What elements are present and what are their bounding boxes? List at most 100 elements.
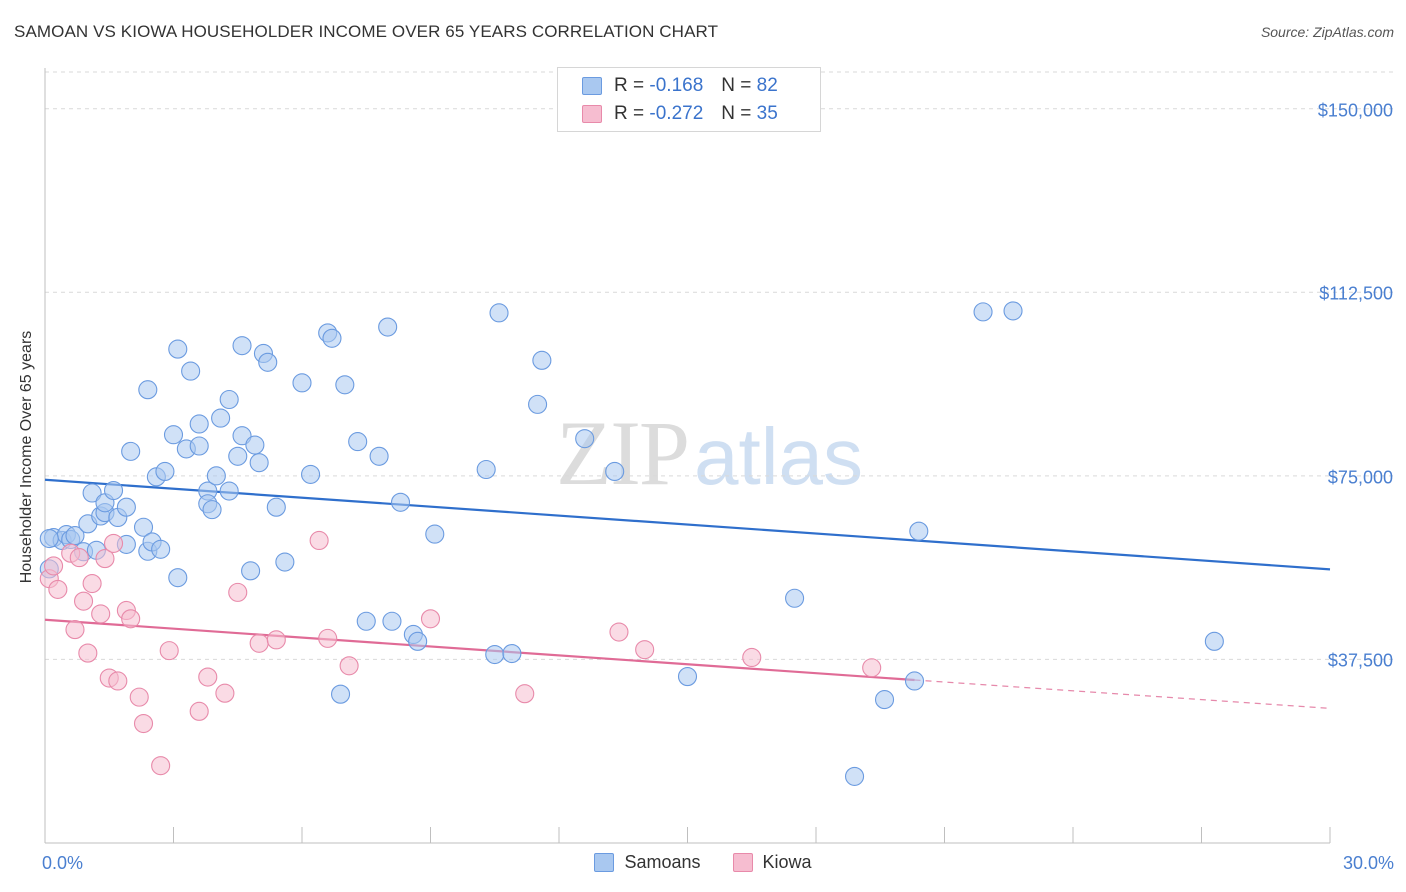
point-samoans (532, 350, 552, 370)
point-samoans (382, 611, 402, 631)
n-value: 35 (756, 103, 778, 124)
legend-row-kiowa: R = -0.272 N = 35 (582, 101, 778, 127)
point-samoans (65, 526, 85, 546)
point-kiowa (249, 633, 269, 653)
point-samoans (206, 466, 226, 486)
point-samoans (904, 671, 925, 691)
point-samoans (322, 328, 342, 348)
point-kiowa (103, 533, 124, 553)
point-samoans (241, 561, 261, 581)
y-tick-label: $75,000 (1327, 467, 1393, 488)
source-label: Source: ZipAtlas.com (1260, 24, 1394, 40)
point-samoans (168, 339, 188, 359)
point-samoans (249, 453, 269, 473)
point-kiowa (189, 701, 209, 721)
x-tick-label-min: 0.0% (42, 853, 84, 873)
point-samoans (163, 425, 184, 445)
legend-item-kiowa[interactable]: Kiowa (732, 852, 812, 873)
point-kiowa (121, 609, 141, 629)
point-samoans (151, 539, 171, 559)
point-samoans (292, 373, 312, 393)
point-samoans (232, 426, 252, 446)
point-samoans (245, 435, 265, 455)
point-samoans (330, 684, 351, 704)
point-samoans (232, 336, 252, 356)
point-samoans (575, 429, 595, 449)
point-kiowa (339, 656, 359, 676)
point-samoans (116, 497, 136, 517)
axes (44, 68, 1331, 844)
legend-swatch-kiowa (582, 105, 602, 123)
legend-item-samoans[interactable]: Samoans (594, 852, 701, 873)
point-samoans (219, 389, 239, 410)
point-samoans (202, 500, 222, 520)
point-kiowa (95, 549, 115, 569)
point-samoans (378, 317, 398, 337)
r-value: -0.272 (649, 103, 704, 124)
point-kiowa (91, 604, 111, 624)
point-kiowa (65, 620, 85, 640)
legend-label-kiowa: Kiowa (762, 852, 812, 872)
legend-swatch-samoans (582, 77, 602, 95)
point-kiowa (309, 530, 329, 551)
x-tick-label-max: 30.0% (1342, 853, 1394, 873)
point-kiowa (82, 574, 102, 594)
point-samoans (211, 408, 231, 428)
point-samoans (909, 521, 929, 541)
trend-extension-kiowa (914, 679, 1331, 709)
point-samoans (138, 380, 158, 400)
legend-label-samoans: Samoans (624, 852, 701, 872)
data-points (39, 301, 1224, 786)
point-kiowa (133, 714, 154, 734)
point-samoans (121, 441, 141, 461)
point-samoans (1003, 301, 1023, 321)
point-samoans (528, 394, 548, 414)
point-kiowa (318, 628, 338, 648)
point-samoans (408, 631, 428, 651)
n-value: 82 (756, 75, 778, 96)
point-samoans (189, 436, 209, 456)
point-samoans (266, 497, 286, 517)
legend-swatch-samoans (594, 853, 615, 872)
trend-line-samoans (44, 478, 1331, 571)
point-kiowa (198, 667, 218, 687)
point-samoans (335, 375, 355, 395)
point-kiowa (129, 687, 149, 707)
point-kiowa (215, 683, 235, 703)
point-samoans (103, 480, 124, 501)
point-samoans (425, 524, 445, 544)
point-samoans (168, 568, 188, 588)
point-samoans (301, 464, 321, 484)
point-kiowa (69, 548, 89, 568)
point-kiowa (108, 671, 128, 691)
point-samoans (155, 461, 175, 482)
point-kiowa (742, 647, 762, 668)
chart-title: SAMOAN VS KIOWA HOUSEHOLDER INCOME OVER … (14, 22, 719, 41)
y-axis-label: Householder Income Over 65 years (18, 330, 35, 584)
point-samoans (485, 644, 505, 665)
point-samoans (133, 517, 154, 537)
point-samoans (369, 446, 389, 466)
point-samoans (181, 361, 201, 381)
y-tick-label: $112,500 (1319, 283, 1393, 304)
point-samoans (489, 303, 509, 323)
point-samoans (476, 459, 496, 480)
point-samoans (1204, 631, 1224, 651)
correlation-legend: R = -0.168 N = 82 R = -0.272 N = 35 (557, 67, 821, 132)
point-kiowa (862, 658, 882, 678)
legend-row-samoans: R = -0.168 N = 82 (582, 73, 778, 99)
point-samoans (785, 588, 805, 608)
r-value: -0.168 (649, 75, 704, 96)
point-samoans (844, 766, 865, 786)
point-samoans (973, 302, 993, 322)
point-kiowa (420, 609, 441, 629)
r-label: R = (614, 103, 645, 124)
point-samoans (82, 483, 102, 503)
point-samoans (228, 446, 248, 466)
point-samoans (275, 552, 295, 572)
n-label: N = (721, 103, 752, 124)
r-label: R = (614, 75, 645, 96)
trend-lines (44, 478, 1331, 709)
point-samoans (219, 481, 239, 501)
